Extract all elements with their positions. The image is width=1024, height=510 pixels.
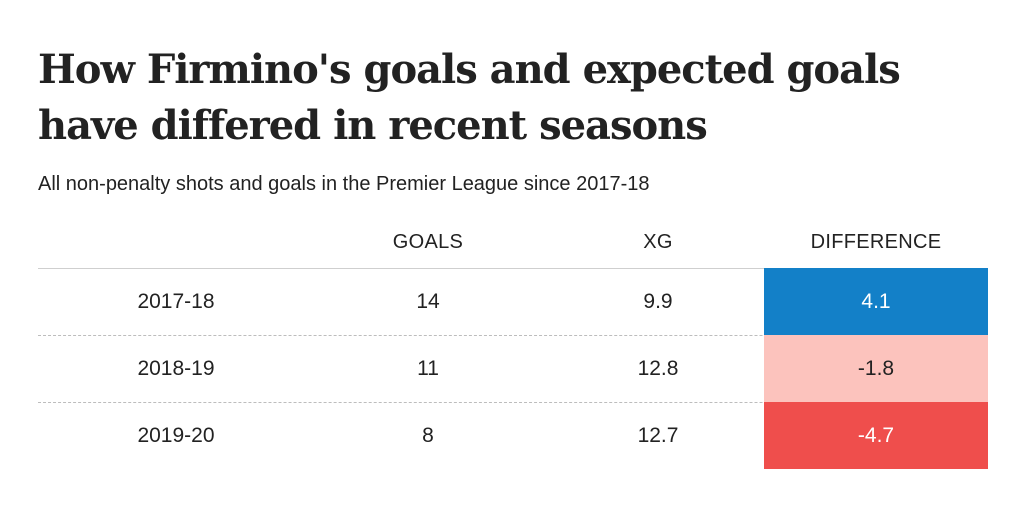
season-cell: 2018-19 (137, 357, 215, 380)
difference-cell: -1.8 (764, 335, 988, 402)
xg-cell: 9.9 (643, 290, 673, 313)
header-difference: DIFFERENCE (810, 231, 942, 253)
season-cell: 2017-18 (137, 290, 215, 313)
goals-cell: 8 (422, 424, 434, 447)
chart-title: How Firmino's goals and expected goals h… (38, 46, 901, 149)
xg-cell: 12.7 (637, 424, 679, 447)
xg-cell: 12.8 (637, 357, 679, 380)
table-row: 2019-20 8 12.7 -4.7 (38, 402, 988, 469)
season-cell: 2019-20 (137, 424, 215, 447)
header-goals: GOALS (392, 231, 464, 253)
goals-cell: 14 (416, 290, 440, 313)
table-row: 2018-19 11 12.8 -1.8 (38, 335, 988, 403)
difference-cell: 4.1 (764, 268, 988, 335)
table-header-row: GOALS XG DIFFERENCE (38, 222, 988, 269)
difference-cell: -4.7 (764, 402, 988, 469)
goals-cell: 11 (417, 357, 439, 380)
table-row: 2017-18 14 9.9 4.1 (38, 268, 988, 336)
header-xg: XG (643, 231, 673, 253)
chart-subtitle: All non-penalty shots and goals in the P… (38, 173, 650, 195)
stats-table: GOALS XG DIFFERENCE 2017-18 14 9.9 4.1 2… (38, 222, 988, 469)
